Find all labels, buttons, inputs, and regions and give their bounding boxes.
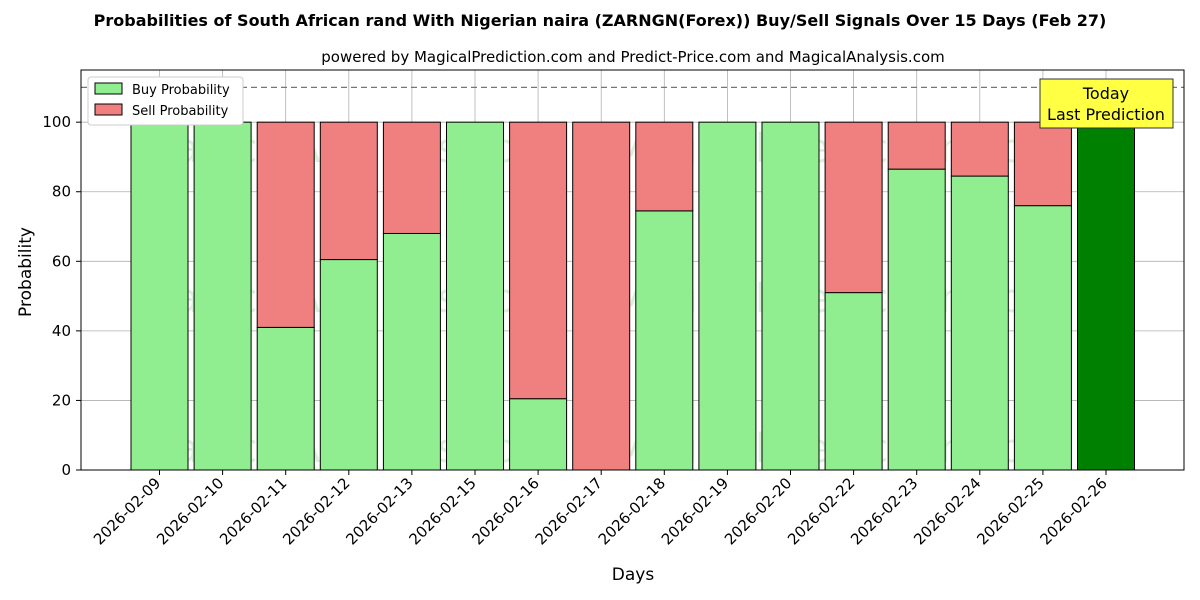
bar-buy-2026-02-26	[1077, 121, 1135, 471]
bar-sell-2026-02-13	[382, 121, 441, 234]
x-tick-label: 2026-02-20	[721, 474, 795, 548]
legend-sell-label: Sell Probability	[132, 104, 229, 119]
bar-buy-2026-02-11	[256, 326, 315, 471]
legend-buy-label: Buy Probability	[132, 83, 230, 98]
x-axis-ticks: 2026-02-092026-02-102026-02-112026-02-12…	[90, 470, 1111, 548]
bar-buy-2026-02-15	[446, 121, 504, 471]
x-tick-label: 2026-02-16	[469, 474, 543, 548]
bar-sell-2026-02-12	[319, 121, 378, 261]
x-tick-label: 2026-02-11	[216, 474, 290, 548]
x-axis-label: Days	[612, 565, 655, 585]
y-tick-label: 20	[52, 391, 71, 409]
x-tick-label: 2026-02-10	[153, 474, 227, 548]
bar-buy-2026-02-19	[698, 121, 757, 471]
bar-buy-2026-02-09	[130, 121, 189, 471]
today-annotation-box	[1039, 78, 1174, 129]
bar-buy-2026-02-22	[824, 292, 883, 471]
y-tick-label: 100	[42, 113, 71, 131]
bar-sell-2026-02-23	[887, 121, 946, 170]
bar-buy-2026-02-25	[1013, 205, 1072, 471]
legend: Buy Probability Sell Probability	[87, 76, 244, 126]
x-tick-label: 2026-02-15	[405, 474, 479, 548]
x-tick-label: 2026-02-24	[910, 474, 984, 548]
bar-sell-2026-02-25	[1013, 121, 1072, 207]
y-tick-label: 0	[61, 461, 71, 479]
bar-buy-2026-02-13	[382, 232, 441, 471]
x-tick-label: 2026-02-23	[847, 474, 921, 548]
bar-sell-2026-02-24	[950, 121, 1009, 177]
bar-sell-2026-02-16	[509, 121, 568, 400]
chart-subtitle: powered by MagicalPrediction.com and Pre…	[321, 48, 945, 66]
chart-title: Probabilities of South African rand With…	[94, 11, 1107, 30]
x-tick-label: 2026-02-26	[1036, 474, 1110, 548]
bar-buy-2026-02-10	[193, 121, 252, 471]
y-axis-label: Probability	[16, 227, 36, 317]
x-tick-label: 2026-02-18	[595, 474, 669, 548]
y-tick-label: 40	[52, 322, 71, 340]
bar-sell-2026-02-22	[824, 121, 883, 294]
bar-buy-2026-02-12	[319, 259, 378, 471]
x-tick-label: 2026-02-25	[973, 474, 1047, 548]
bar-buy-2026-02-20	[761, 121, 820, 471]
x-tick-label: 2026-02-22	[784, 474, 858, 548]
bar-buy-2026-02-16	[509, 398, 568, 471]
x-tick-label: 2026-02-12	[279, 474, 353, 548]
legend-box	[87, 76, 244, 126]
y-tick-label: 80	[52, 183, 71, 201]
today-annotation: Today Last Prediction	[1039, 78, 1174, 129]
plot-frame	[80, 69, 1185, 471]
legend-buy-swatch	[94, 82, 123, 95]
bar-buy-2026-02-18	[635, 210, 694, 471]
today-annotation-line2: Last Prediction	[1047, 105, 1165, 124]
legend-sell-swatch	[94, 103, 123, 116]
bar-buy-2026-02-24	[950, 175, 1009, 471]
x-tick-label: 2026-02-13	[342, 474, 416, 548]
x-tick-label: 2026-02-17	[532, 474, 606, 548]
y-tick-label: 60	[52, 252, 71, 270]
bar-buy-2026-02-23	[887, 168, 946, 471]
bar-sell-2026-02-18	[635, 121, 694, 212]
bar-sell-2026-02-11	[256, 121, 315, 328]
x-tick-label: 2026-02-19	[658, 474, 732, 548]
bars	[130, 121, 1135, 471]
bar-sell-2026-02-17	[572, 121, 631, 471]
y-axis-ticks: 0 20 40 60 80 100	[42, 113, 81, 479]
today-annotation-line1: Today	[1082, 84, 1129, 103]
x-tick-label: 2026-02-09	[90, 474, 164, 548]
